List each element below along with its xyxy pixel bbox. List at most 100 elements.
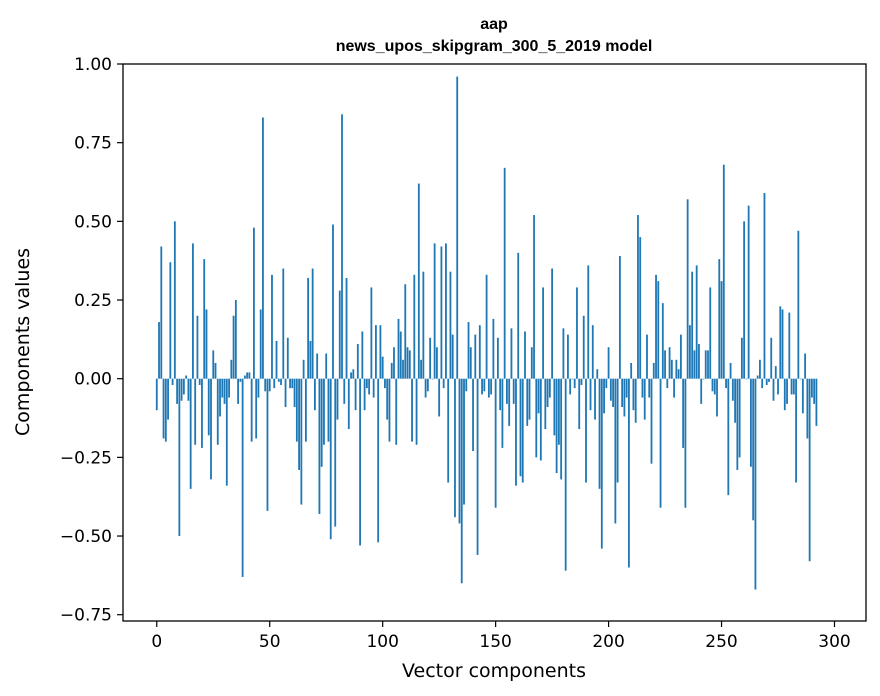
bar-134	[458, 378, 461, 524]
x-tick-label: 250	[705, 632, 737, 652]
bar-236	[689, 325, 691, 379]
bar-292	[815, 378, 818, 426]
bar-254	[729, 362, 732, 379]
bar-245	[709, 287, 712, 379]
bar-85	[347, 378, 350, 430]
bar-86	[350, 372, 352, 379]
bar-221	[655, 274, 657, 379]
bar-11	[180, 378, 183, 401]
bar-62	[295, 378, 298, 442]
bar-68	[309, 340, 312, 379]
chart-title: aap	[480, 16, 508, 33]
bar-247	[713, 378, 716, 395]
bar-64	[300, 378, 303, 505]
bar-99	[379, 325, 382, 379]
bar-266	[756, 375, 759, 379]
bar-160	[517, 252, 520, 379]
bar-123	[433, 243, 436, 379]
bar-61	[293, 378, 296, 408]
bar-87	[352, 369, 355, 379]
bar-150	[494, 378, 497, 508]
bar-146	[485, 274, 488, 379]
bar-93	[365, 378, 368, 389]
bar-213	[637, 215, 639, 379]
bar-27	[216, 378, 219, 445]
bar-264	[752, 378, 755, 521]
bar-263	[750, 378, 752, 467]
bars-group	[155, 76, 818, 590]
bar-175	[551, 268, 554, 379]
bar-79	[334, 378, 337, 527]
bar-169	[537, 378, 540, 414]
bar-53	[275, 340, 278, 379]
bar-229	[673, 378, 675, 398]
bar-43	[253, 227, 255, 379]
bar-16	[192, 243, 194, 379]
bar-152	[499, 378, 502, 411]
bar-174	[548, 378, 551, 398]
y-tick-label: 0.00	[74, 370, 112, 390]
bar-182	[567, 334, 569, 379]
bar-51	[271, 274, 273, 379]
bar-172	[544, 378, 547, 430]
bar-71	[316, 353, 319, 379]
bar-199	[605, 378, 608, 389]
bar-25	[212, 350, 215, 379]
bar-193	[591, 325, 594, 379]
bar-288	[806, 378, 809, 439]
bar-57	[284, 378, 287, 408]
bar-188	[580, 378, 583, 385]
bar-119	[424, 378, 427, 398]
bar-279	[786, 378, 788, 404]
bar-171	[542, 287, 544, 379]
y-axis-label: Components values	[12, 248, 34, 436]
bar-227	[668, 347, 671, 379]
bar-31	[225, 378, 228, 486]
bar-97	[375, 325, 377, 379]
bar-95	[370, 287, 373, 379]
bar-39	[243, 375, 246, 379]
bar-82	[341, 114, 343, 379]
bar-54	[277, 378, 280, 382]
bar-40	[246, 372, 249, 379]
bar-21	[203, 259, 206, 379]
bar-69	[311, 268, 314, 379]
bar-105	[393, 347, 395, 379]
y-tick-label: −0.25	[60, 448, 112, 468]
bar-73	[320, 378, 323, 467]
bar-107	[397, 318, 400, 379]
bar-255	[731, 378, 734, 401]
bar-94	[368, 378, 371, 395]
bar-111	[406, 347, 409, 379]
bar-214	[639, 237, 642, 379]
bar-66	[304, 378, 307, 442]
bar-2	[160, 246, 163, 379]
bar-103	[388, 378, 391, 442]
bar-76	[327, 378, 330, 442]
y-tick-label: −0.50	[60, 527, 112, 547]
bar-206	[621, 378, 624, 408]
bar-183	[569, 378, 572, 395]
y-tick-label: 0.25	[74, 291, 112, 311]
bar-177	[555, 378, 558, 474]
bar-243	[704, 350, 707, 379]
bar-219	[650, 378, 653, 464]
x-tick-label: 100	[366, 632, 398, 652]
bar-110	[404, 284, 407, 379]
bar-291	[813, 378, 816, 404]
bar-126	[440, 246, 443, 379]
bar-212	[634, 378, 637, 423]
x-tick-label: 50	[259, 632, 281, 652]
bar-72	[318, 378, 321, 515]
bar-83	[343, 378, 346, 404]
bar-173	[546, 378, 549, 408]
bar-276	[779, 306, 782, 379]
bar-240	[698, 344, 700, 379]
bar-168	[535, 378, 538, 458]
bar-49	[266, 378, 269, 511]
bar-154	[503, 167, 506, 379]
bar-222	[657, 281, 660, 379]
bar-34	[232, 315, 235, 379]
